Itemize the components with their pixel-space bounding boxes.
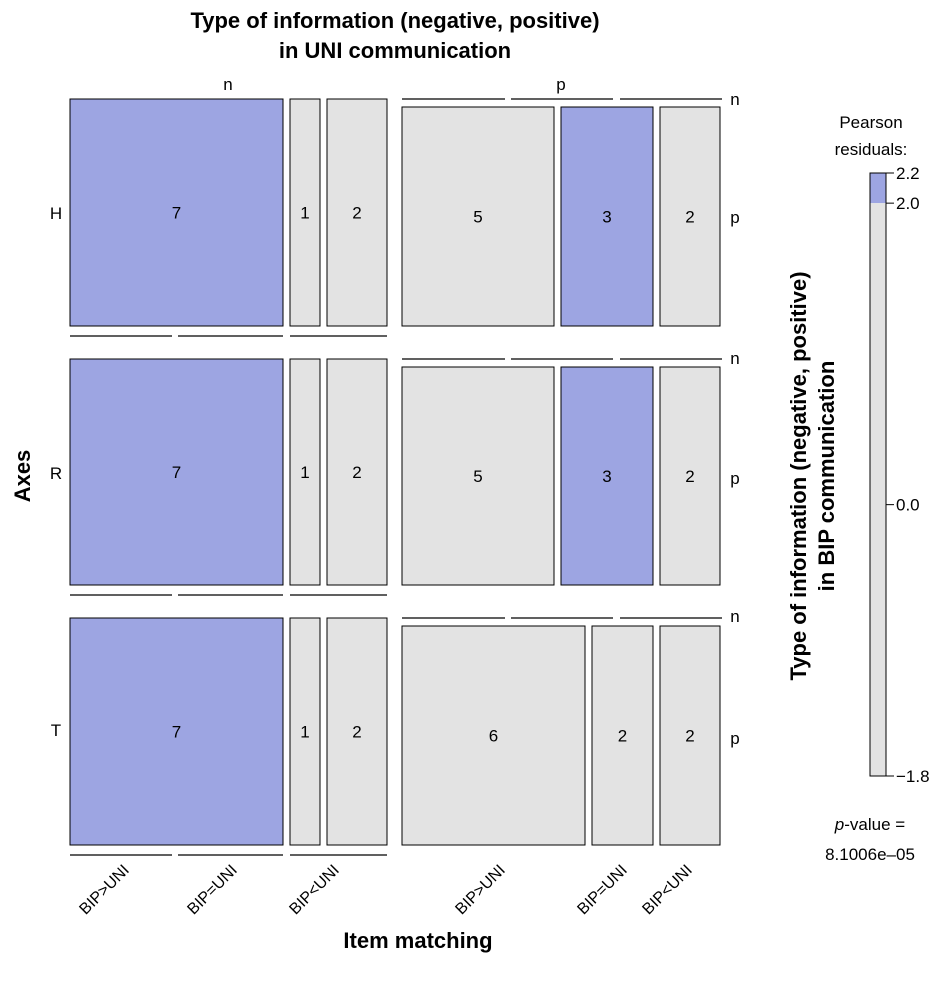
mosaic-tile-t-n-1: [69, 617, 284, 846]
legend-title-line2: residuals:: [835, 140, 908, 159]
legend-neutral-segment: [870, 203, 886, 776]
p-value-number: 8.1006e–05: [825, 845, 915, 864]
mosaic-tile-r-p-1: [401, 366, 555, 586]
mosaic-tile-r-p-2: [560, 366, 654, 586]
x-tick-label: BIP>UNI: [76, 862, 132, 918]
x-tick-label: BIP=UNI: [184, 862, 240, 918]
x-tick-label: BIP=UNI: [574, 862, 630, 918]
row-label-t: T: [51, 721, 61, 740]
legend-tick-label: 2.2: [896, 164, 920, 183]
x-tick-label: BIP<UNI: [286, 862, 342, 918]
mosaic-tile-t-p-2: [591, 625, 654, 846]
right-axis-title-line2: in BIP communication: [814, 361, 839, 592]
right-axis-title-line1: Type of information (negative, positive): [786, 271, 811, 680]
legend-ticks: 2.2 2.0 0.0 −1.8: [886, 164, 930, 786]
cell-value-label: 5: [473, 467, 482, 486]
x-tick-label: BIP>UNI: [452, 862, 508, 918]
cell-value-label: 2: [352, 204, 361, 223]
cell-value-label: 2: [685, 208, 694, 227]
mosaic-tile-r-n-1: [69, 358, 284, 586]
x-axis-title: Item matching: [343, 928, 492, 953]
mosaic-tile-h-p-3: [659, 106, 721, 327]
cell-value-label: 2: [685, 727, 694, 746]
cell-value-label: 1: [300, 204, 309, 223]
mosaic-tile-t-p-1: [401, 625, 586, 846]
mosaic-tile-r-n-2: [289, 358, 321, 586]
bip-level-p-h: p: [730, 208, 739, 227]
top-level-label-p: p: [556, 75, 565, 94]
mosaic-tile-r-p-3: [659, 366, 721, 586]
p-value-label: p-value =: [834, 815, 905, 834]
legend-color-bar: [869, 172, 887, 777]
bip-level-p-r: p: [730, 469, 739, 488]
legend-tick-label: 2.0: [896, 194, 920, 213]
bip-level-n-r: n: [730, 349, 739, 368]
cell-value-label: 7: [172, 463, 181, 482]
x-tick-label: BIP<UNI: [639, 862, 695, 918]
mosaic-tile-h-p-2: [560, 106, 654, 327]
cell-value-label: 5: [473, 208, 482, 227]
mosaic-tile-h-n-3: [326, 98, 388, 327]
cell-value-label: 3: [602, 208, 611, 227]
legend-high-segment: [870, 173, 886, 204]
legend-tick-label: −1.8: [896, 767, 930, 786]
bip-level-p-t: p: [730, 729, 739, 748]
cell-value-label: 6: [489, 727, 498, 746]
legend-title-line1: Pearson: [839, 113, 902, 132]
cell-value-label: 3: [602, 467, 611, 486]
chart-title-line1: Type of information (negative, positive): [190, 8, 599, 33]
mosaic-tile-r-n-3: [326, 358, 388, 586]
cell-value-label: 2: [352, 463, 361, 482]
bip-level-n-t: n: [730, 607, 739, 626]
cell-value-label: 1: [300, 463, 309, 482]
top-level-label-n: n: [223, 75, 232, 94]
bip-level-n-h: n: [730, 90, 739, 109]
mosaic-tile-t-n-3: [326, 617, 388, 846]
chart-title-line2: in UNI communication: [279, 38, 511, 63]
mosaic-tile-t-p-3: [659, 625, 721, 846]
mosaic-tile-t-n-2: [289, 617, 321, 846]
legend-tick-label: 0.0: [896, 496, 920, 515]
cell-value-label: 2: [352, 723, 361, 742]
y-axis-title: Axes: [10, 450, 35, 503]
cell-value-label: 7: [172, 723, 181, 742]
row-label-r: R: [50, 464, 62, 483]
mosaic-tile-h-n-2: [289, 98, 321, 327]
cell-value-label: 7: [172, 204, 181, 223]
cell-value-label: 2: [685, 467, 694, 486]
row-label-h: H: [50, 204, 62, 223]
cell-value-label: 1: [300, 723, 309, 742]
mosaic-tile-h-n-1: [69, 98, 284, 327]
legend-frame: [869, 172, 887, 777]
mosaic-tile-h-p-1: [401, 106, 555, 327]
cell-value-label: 2: [618, 727, 627, 746]
